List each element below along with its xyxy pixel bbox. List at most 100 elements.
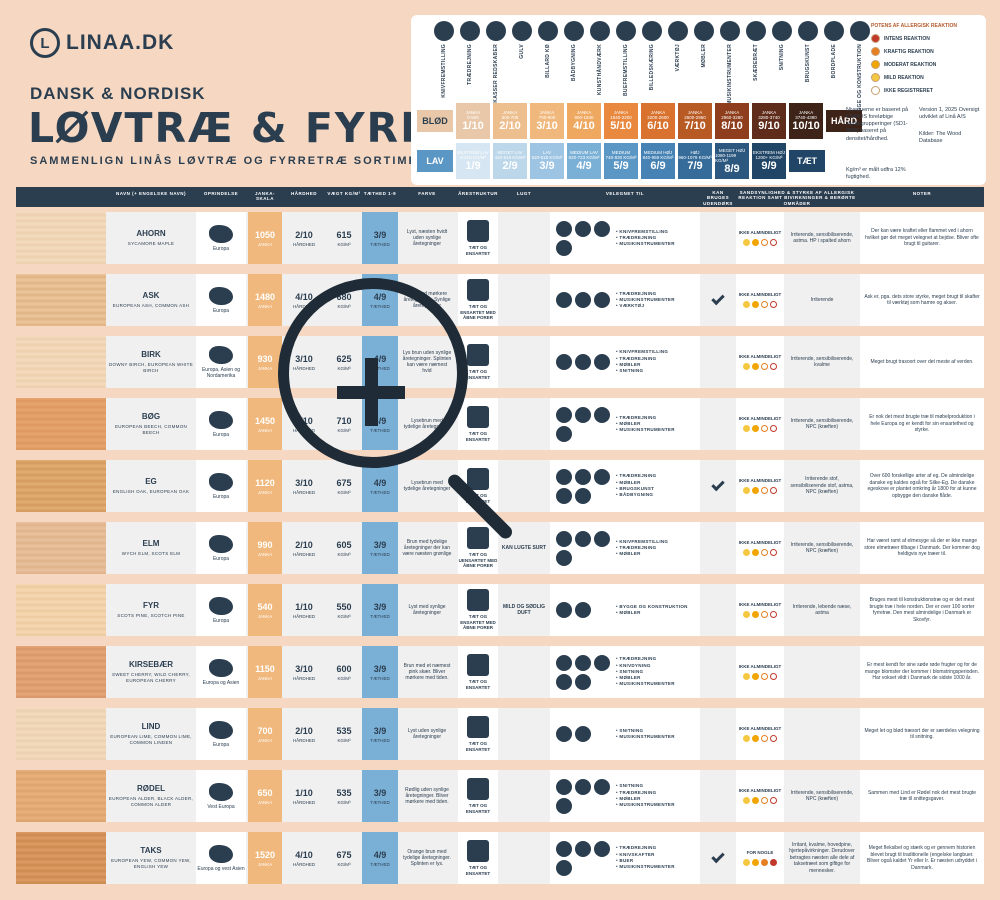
use-icon: [556, 726, 572, 742]
scale-cell-range: 520-618 KG/M³: [531, 155, 563, 160]
use-icon: [594, 220, 610, 237]
table-row[interactable]: ASK EUROPEAN ASH, COMMON ASH Europa 1480 JAN…: [16, 274, 984, 326]
allergy-dot-icon: [743, 672, 750, 680]
outdoor-cell: [702, 522, 734, 574]
janka-cell: 1050 JANKA: [248, 212, 282, 264]
table-row[interactable]: LIND EUROPEAN LIME, COMMON LIME, COMMON L…: [16, 708, 984, 760]
use-list: • KNIVFREMSTILLING • TRÆDREJNING • MUSIKIN…: [616, 229, 675, 248]
irritation-cell: Irriterende, sensibiliserende, NPC (kræf…: [786, 398, 858, 450]
wood-sample-image: [16, 460, 106, 512]
allergy-dot-icon: [770, 362, 777, 370]
hard_scale-cell: JANKA 3740-4390 10/10: [789, 103, 823, 139]
table-row[interactable]: AHORN SYCAMORE MAPLE Europa 1050 JANKA 2/10 HÅ…: [16, 212, 984, 264]
wood-sample-image: [16, 770, 106, 822]
bow-icon: [616, 21, 636, 41]
density-label: TÆTHED: [370, 489, 390, 495]
board-icon: [824, 21, 844, 41]
reaction-legend: POTENS AF ALLERGISK REAKTION INTENS REAK…: [871, 23, 981, 97]
hard_scale-cell: JANKA 3280-3740 9/10: [752, 103, 786, 139]
use-icon: [556, 292, 572, 308]
table-row[interactable]: BØG EUROPEAN BEECH, COMMON BEECH Europa 145…: [16, 398, 984, 450]
allergy-text: IKKE ALMINDELIGT: [738, 478, 782, 484]
density-label: TÆTHED: [370, 241, 390, 247]
scale-cell-top: JANKA: [650, 110, 666, 115]
use-list-item: • SNITNING: [616, 727, 644, 733]
allergy-cell: IKKE ALMINDELIGT: [736, 584, 784, 636]
scale-cell-top: MEDIUM: [611, 150, 631, 155]
hardness-value: 2/10: [295, 725, 313, 736]
structure-text: TÆT OG ENSARTET: [465, 741, 491, 752]
use-icon: [575, 530, 591, 547]
use-legend-label: KASSER REDSKABER: [493, 44, 499, 103]
origin-cell: Europa og Asien: [196, 646, 246, 698]
boat-icon: [564, 21, 584, 41]
use-icon: [594, 778, 610, 795]
density-value: 3/9: [373, 787, 387, 798]
use-list-item: • BUER: [616, 858, 634, 863]
irritation-cell: Irriterende, sensibiliserende, NPC (kræf…: [786, 770, 858, 822]
weight-value: 675: [336, 849, 352, 860]
table-row[interactable]: RØDEL EUROPEAN ALDER, BLACK ALDER, COMMON…: [16, 770, 984, 822]
col-janka: JANKA-SKALA: [254, 191, 275, 202]
scale-cell-range: 2600-2960: [684, 115, 706, 120]
allergy-dot-icon: [770, 238, 777, 246]
color-cell: Rødlig uden synlige åretegninger. Bliver…: [398, 770, 456, 822]
structure-text: TÆT OG ENSARTET: [465, 803, 491, 814]
janka-value: 990: [257, 539, 273, 550]
use-icon: [556, 220, 572, 237]
allergy-dot-icon: [743, 362, 750, 370]
wood-sample-image: [16, 832, 106, 884]
allergy-dot-icon: [743, 858, 750, 866]
use-icon: [575, 292, 591, 308]
smell-cell: [500, 832, 548, 884]
zoom-plus-icon-vertical[interactable]: [365, 358, 378, 426]
weight-cell: 605 KG/M³: [326, 522, 362, 574]
reaction-legend-title: POTENS AF ALLERGISK REAKTION: [871, 23, 958, 29]
density-value: 3/9: [373, 229, 387, 240]
table-row[interactable]: BIRK DOWNY BIRCH, EUROPEAN WHITE BIRCH Eur…: [16, 336, 984, 388]
origin-cell: Europa: [196, 584, 246, 636]
notes-text: Meget fleksibel og stærk og er gennem hi…: [867, 845, 977, 871]
density-value: 3/9: [373, 725, 387, 736]
table-row[interactable]: FYR SCOTS PINE, SCOTCH PINE Europa 540 JANKA…: [16, 584, 984, 636]
irritation-text: Irriterende: [810, 296, 834, 303]
weight-cell: 550 KG/M³: [326, 584, 362, 636]
density-cell: 3/9 TÆTHED: [362, 646, 398, 698]
janka-cell: 700 JANKA: [248, 708, 282, 760]
scale-cell-top: JANKA: [687, 110, 703, 115]
allergy-text: IKKE ALMINDELIGT: [738, 292, 782, 298]
use-icon: [556, 468, 572, 485]
allergy-dots: [743, 610, 777, 618]
hardness-cell: 2/10 HÅRDHED: [282, 708, 326, 760]
allergy-dot-icon: [752, 734, 759, 742]
use-icons: [556, 726, 616, 742]
use-list-item: • TRÆDREJNING: [616, 234, 657, 240]
col-weight: VÆGT KG/M³: [327, 191, 361, 196]
weight-unit: KG/M³: [337, 799, 351, 805]
color-text: Lyst, næsten hvidt uden synlige åretegni…: [406, 228, 448, 248]
table-row[interactable]: EG ENGLISH OAK, EUROPEAN OAK Europa 1120 JAN…: [16, 460, 984, 512]
wood-english-name: WYCH ELM, SCOTS ELM: [121, 551, 181, 557]
logo[interactable]: L LINAA.DK: [30, 28, 174, 58]
table-row[interactable]: ELM WYCH ELM, SCOTS ELM Europa 990 JANKA 2/10…: [16, 522, 984, 574]
wood-sample-image: [16, 398, 106, 450]
use-icon: [594, 354, 610, 370]
hardness-cell: 2/10 HÅRDHED: [282, 212, 326, 264]
janka-label: JANKA: [257, 861, 273, 867]
origin-cell: Europa: [196, 398, 246, 450]
use-legend-item: GULV: [509, 21, 535, 59]
col-notes: NOTER: [912, 191, 932, 196]
wood-english-name: EUROPEAN ALDER, BLACK ALDER, COMMON ALDE…: [108, 796, 194, 807]
scale-cell-value: 2/10: [499, 120, 521, 132]
grain-structure-icon: [467, 279, 489, 302]
table-row[interactable]: KIRSEBÆR SWEET CHERRY, WILD CHERRY, EUROP…: [16, 646, 984, 698]
scale-cell-range: 3280-3740: [758, 115, 780, 120]
wood-english-name: EUROPEAN BEECH, COMMON BEECH: [114, 424, 188, 435]
use-icon: [594, 406, 610, 423]
wood-name: FYR: [143, 601, 159, 611]
reaction-dot-icon: [871, 73, 880, 82]
scale-cell-top: JANKA: [502, 110, 518, 115]
table-row[interactable]: TAKS EUROPEAN YEW, COMMON YEW, ENGLISH YE…: [16, 832, 984, 884]
density-value: 3/9: [373, 601, 387, 612]
zoom-icon[interactable]: [278, 278, 468, 468]
